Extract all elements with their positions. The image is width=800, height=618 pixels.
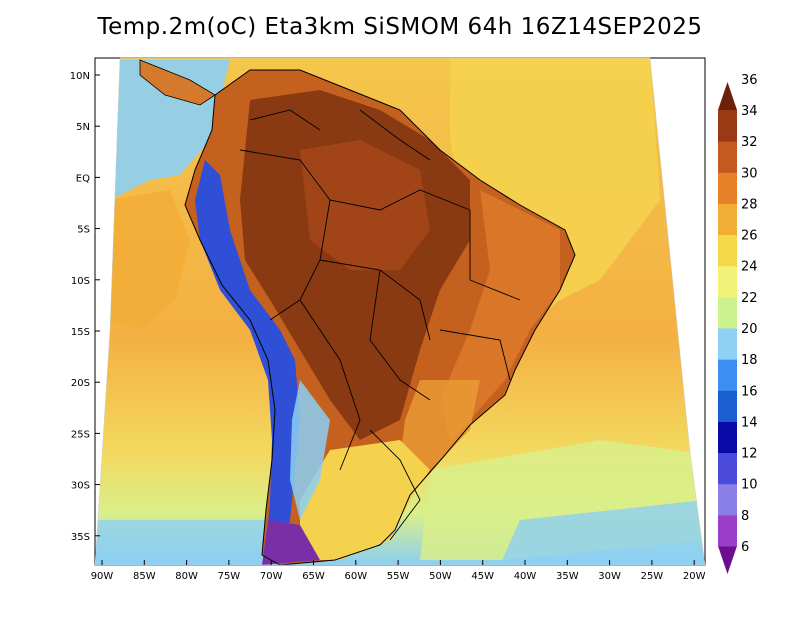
lat-tick-label: 5S <box>77 225 90 236</box>
lon-tick-label: 25W <box>641 571 664 582</box>
lon-tick-label: 30W <box>598 571 621 582</box>
andes-highlands-cool <box>290 380 330 520</box>
colorbar-label: 34 <box>741 104 758 119</box>
central-america <box>139 59 216 106</box>
colorbar-segment <box>718 483 737 516</box>
colorbar-label: 12 <box>741 447 758 462</box>
lat-tick-label: EQ <box>76 173 90 184</box>
pacific-mild-band <box>110 190 190 330</box>
colorbar-segment <box>718 452 737 485</box>
colorbar-segment <box>718 141 737 173</box>
colorbar-label: 28 <box>741 197 758 212</box>
lon-tick-label: 40W <box>514 571 537 582</box>
colorbar-segment <box>718 421 737 454</box>
hot-interior-accent <box>300 140 430 270</box>
lat-tick-label: 15S <box>71 327 90 338</box>
lon-tick-label: 70W <box>260 571 283 582</box>
colorbar-label: 20 <box>741 322 758 337</box>
lon-tick-label: 20W <box>683 571 706 582</box>
lon-tick-label: 45W <box>471 571 494 582</box>
colorbar-label: 26 <box>741 229 758 244</box>
south-pacific-cold <box>95 520 270 565</box>
colorbar-label: 18 <box>741 353 758 368</box>
longitude-axis: 90W 85W 80W 75W 70W 65W 60W 55W 50W 45W 40W 35W 30W 2… <box>91 560 706 582</box>
coastline <box>184 69 576 565</box>
colorbar-segment <box>718 359 737 391</box>
lon-tick-label: 80W <box>175 571 198 582</box>
colorbar-label: 8 <box>741 509 749 524</box>
colorbar-segment <box>718 546 737 574</box>
andes-frozen-peaks <box>262 520 320 565</box>
lon-tick-label: 90W <box>91 571 114 582</box>
colorbar-segment <box>718 234 737 267</box>
colorbar-segment <box>718 328 737 360</box>
lon-tick-label: 55W <box>387 571 410 582</box>
east-coast-warm <box>440 190 560 440</box>
map-domain <box>95 58 705 565</box>
map-title: Temp.2m(oC) Eta3km SiSMOM 64h 16Z14SEP20… <box>97 14 703 40</box>
colorbar-segment <box>718 110 737 142</box>
colorbar-label: 16 <box>741 384 758 399</box>
domain-outline <box>94 57 706 566</box>
lon-tick-label: 50W <box>429 571 452 582</box>
lon-tick-label: 35W <box>556 571 579 582</box>
latitude-axis: 10N 5N EQ 5S 10S 15S 20S 25S 30S 35S <box>70 71 100 543</box>
lat-tick-label: 30S <box>71 481 90 492</box>
colorbar: 6 8 10 12 14 16 18 20 22 24 26 28 30 32 34 36 <box>718 73 758 574</box>
lon-tick-label: 60W <box>344 571 367 582</box>
lat-tick-label: 20S <box>71 378 90 389</box>
lon-tick-label: 65W <box>302 571 325 582</box>
lat-tick-label: 25S <box>71 429 90 440</box>
colorbar-segment <box>718 514 737 547</box>
colorbar-segment <box>718 265 737 298</box>
lat-tick-label: 10N <box>70 71 90 82</box>
colorbar-segment <box>718 296 737 329</box>
lat-tick-label: 35S <box>71 532 90 543</box>
andes-cold-strip <box>195 160 300 560</box>
southeast-brazil-mild <box>400 380 480 470</box>
colorbar-segment <box>718 172 737 204</box>
lat-tick-label: 5N <box>76 122 90 133</box>
colorbar-segment <box>718 390 737 422</box>
lat-tick-label: 10S <box>71 276 90 287</box>
country-borders <box>239 109 521 541</box>
lon-tick-label: 85W <box>133 571 156 582</box>
colorbar-label: 22 <box>741 291 758 306</box>
colorbar-label: 30 <box>741 166 758 181</box>
colorbar-segment <box>718 203 737 236</box>
colorbar-segment <box>718 82 737 110</box>
colorbar-label: 32 <box>741 135 758 150</box>
southern-cone-mild <box>300 440 430 560</box>
colorbar-label: 24 <box>741 260 758 275</box>
colorbar-label: 10 <box>741 478 758 493</box>
south-atlantic-cold <box>500 500 705 565</box>
colorbar-label: 36 <box>741 73 758 88</box>
lon-tick-label: 75W <box>218 571 241 582</box>
colorbar-label: 6 <box>741 540 749 555</box>
colorbar-label: 14 <box>741 415 758 430</box>
